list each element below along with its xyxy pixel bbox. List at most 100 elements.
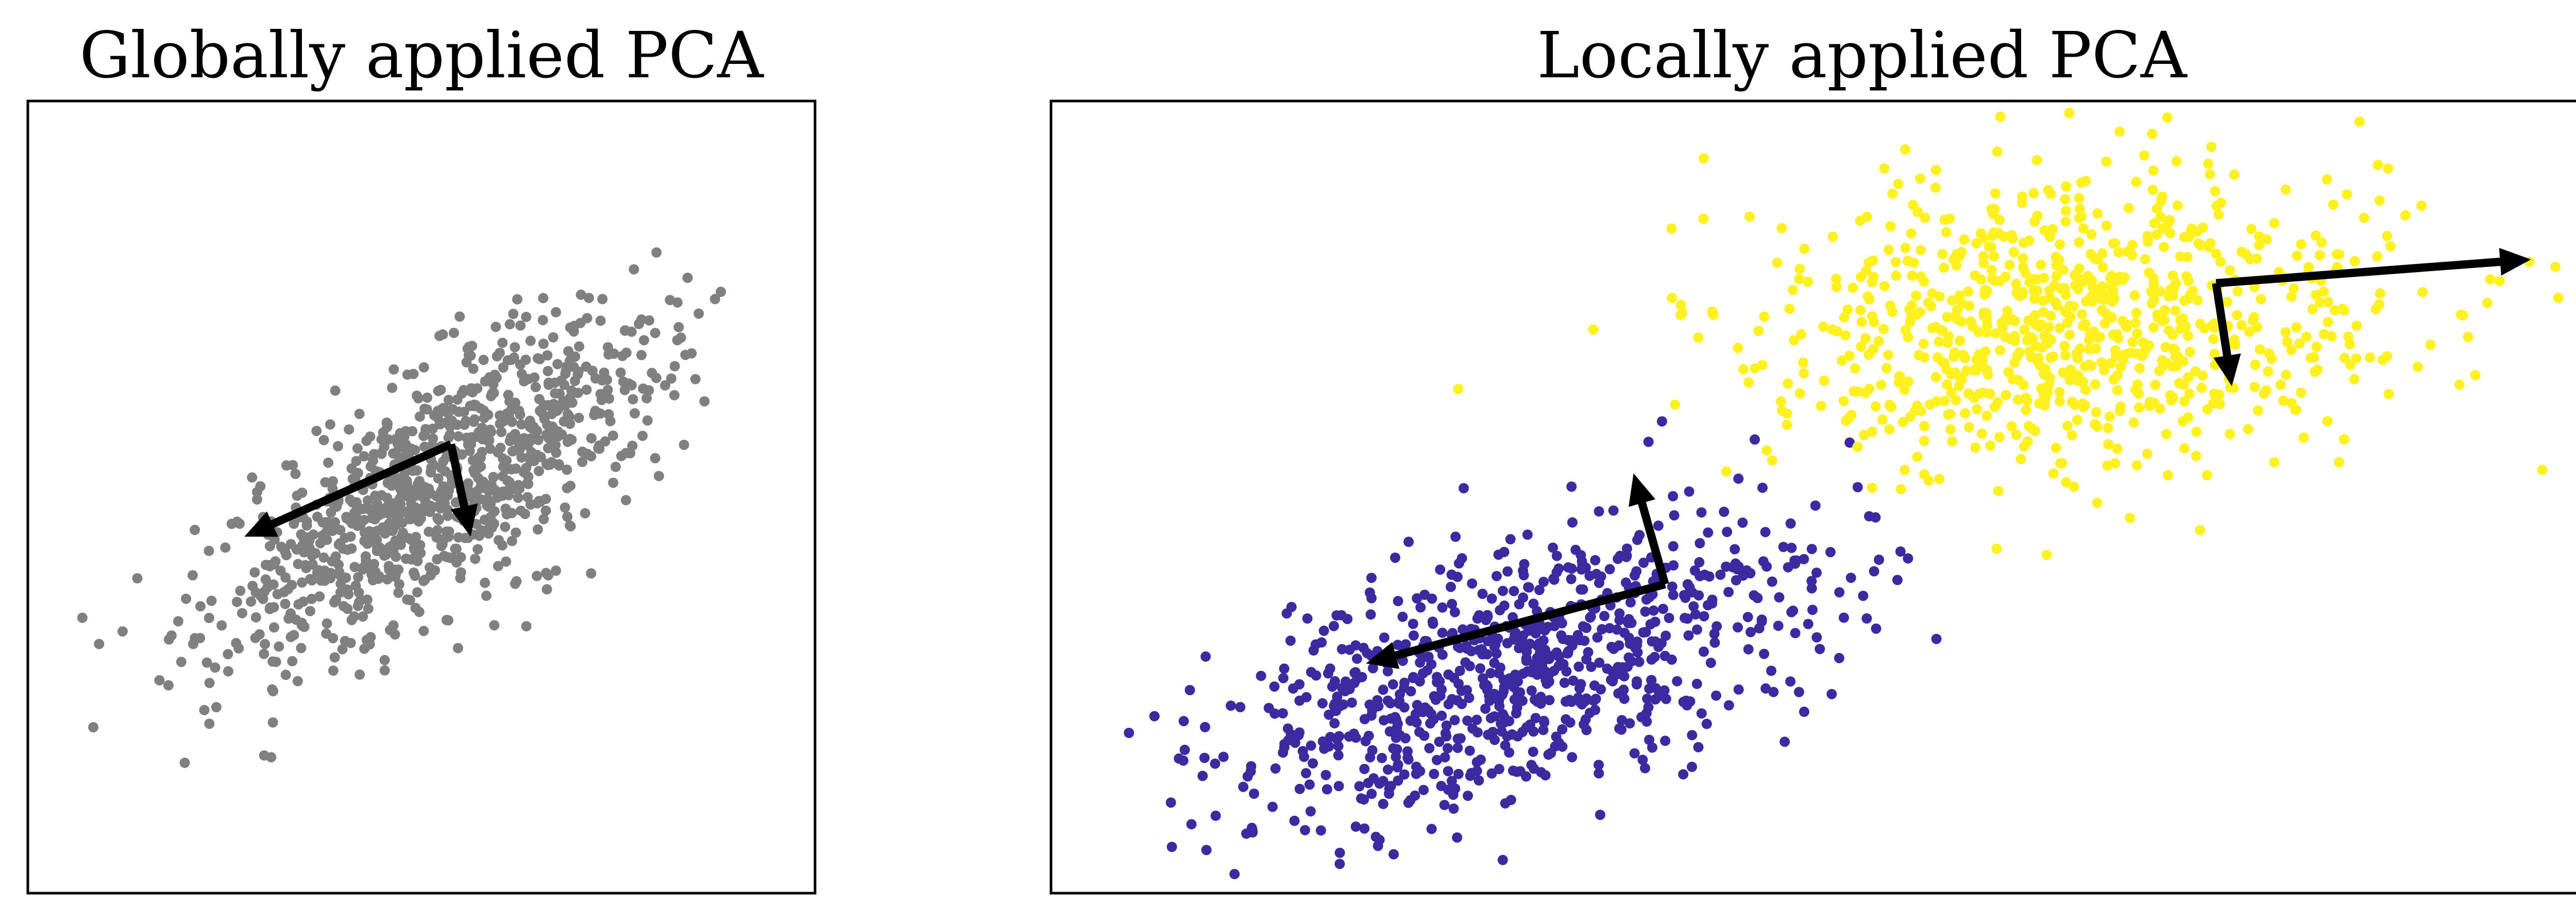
data-point — [2011, 429, 2022, 440]
data-point — [590, 406, 601, 416]
data-point — [2179, 443, 2190, 454]
data-point — [2337, 304, 2348, 314]
data-point — [1647, 742, 1657, 753]
data-point — [463, 350, 474, 361]
data-point — [1838, 612, 1849, 623]
data-point — [1530, 713, 1541, 724]
data-point — [1332, 691, 1343, 702]
data-point — [1844, 350, 1855, 361]
data-point — [611, 461, 621, 472]
data-point — [2323, 316, 2333, 327]
data-point — [1895, 546, 1906, 557]
data-point — [1528, 598, 1539, 609]
data-point — [1826, 689, 1837, 699]
data-point — [1608, 644, 1619, 654]
data-point — [261, 560, 271, 571]
data-point — [351, 502, 362, 513]
data-point — [1467, 723, 1478, 734]
data-point — [2103, 423, 2113, 433]
data-point — [516, 452, 527, 463]
data-point — [1337, 683, 1348, 694]
data-point — [344, 424, 354, 435]
data-point — [1825, 547, 1836, 558]
data-point — [1300, 825, 1311, 835]
data-point — [2229, 169, 2240, 180]
data-point — [315, 538, 326, 548]
data-point — [1346, 697, 1357, 708]
data-point — [2070, 280, 2081, 290]
data-point — [615, 367, 626, 378]
data-point — [1302, 613, 1313, 624]
data-point — [300, 560, 311, 571]
data-point — [1859, 430, 1870, 441]
data-point — [1382, 695, 1393, 706]
data-point — [1551, 550, 1562, 561]
data-point — [2142, 448, 2153, 459]
data-point — [268, 686, 279, 696]
data-point — [2011, 278, 2022, 289]
data-point — [2261, 234, 2272, 245]
data-point — [2197, 222, 2208, 233]
data-point — [2351, 321, 2362, 331]
data-point — [597, 294, 608, 305]
data-point — [2004, 260, 2015, 271]
data-point — [1961, 365, 1972, 376]
data-point — [329, 652, 340, 663]
data-point — [234, 518, 245, 529]
data-point — [1837, 355, 1848, 366]
data-point — [1391, 751, 1401, 762]
data-point — [1806, 576, 1817, 587]
data-point — [1855, 215, 1866, 226]
data-point — [237, 608, 247, 618]
data-point — [2225, 265, 2235, 276]
data-point — [1485, 668, 1496, 679]
principal-axis-arrow — [2212, 282, 2232, 359]
data-point — [1200, 651, 1211, 662]
data-point — [2045, 310, 2056, 321]
data-point — [509, 352, 519, 363]
data-point — [1581, 562, 1591, 573]
data-point — [1659, 650, 1670, 661]
global-pca-title: Globally applied PCA — [79, 19, 764, 93]
data-point — [2184, 346, 2195, 357]
data-point — [2191, 426, 2202, 437]
data-point — [2137, 350, 2147, 361]
data-point — [1270, 763, 1281, 774]
data-point — [2102, 460, 2113, 471]
data-point — [2339, 353, 2350, 363]
data-point — [607, 430, 618, 441]
data-point — [1903, 376, 1914, 387]
data-point — [305, 574, 316, 584]
data-point — [2165, 284, 2176, 295]
data-point — [1640, 606, 1651, 617]
data-point — [2020, 267, 2031, 278]
data-point — [304, 543, 315, 554]
data-point — [327, 556, 337, 566]
data-point — [2019, 441, 2029, 452]
data-point — [327, 483, 338, 494]
data-point — [1383, 764, 1393, 775]
data-point — [1856, 341, 1867, 352]
data-point — [2066, 430, 2077, 441]
data-point — [1668, 541, 1679, 551]
data-point — [1391, 732, 1401, 743]
data-point — [699, 396, 710, 407]
data-point — [1693, 742, 1704, 752]
data-point — [1759, 648, 1770, 659]
data-point — [2101, 220, 2112, 231]
data-point — [506, 416, 517, 427]
data-point — [1411, 717, 1422, 728]
principal-axis-arrow — [447, 443, 469, 510]
data-point — [232, 596, 242, 607]
data-point — [2077, 309, 2088, 320]
data-point — [435, 384, 446, 395]
data-point — [1434, 736, 1445, 747]
data-point — [449, 327, 459, 338]
data-point — [2150, 379, 2161, 390]
data-point — [653, 471, 664, 481]
data-point — [368, 455, 378, 466]
data-point — [2142, 231, 2153, 242]
data-point — [1731, 575, 1741, 585]
data-point — [2131, 176, 2142, 187]
data-point — [1305, 806, 1316, 817]
